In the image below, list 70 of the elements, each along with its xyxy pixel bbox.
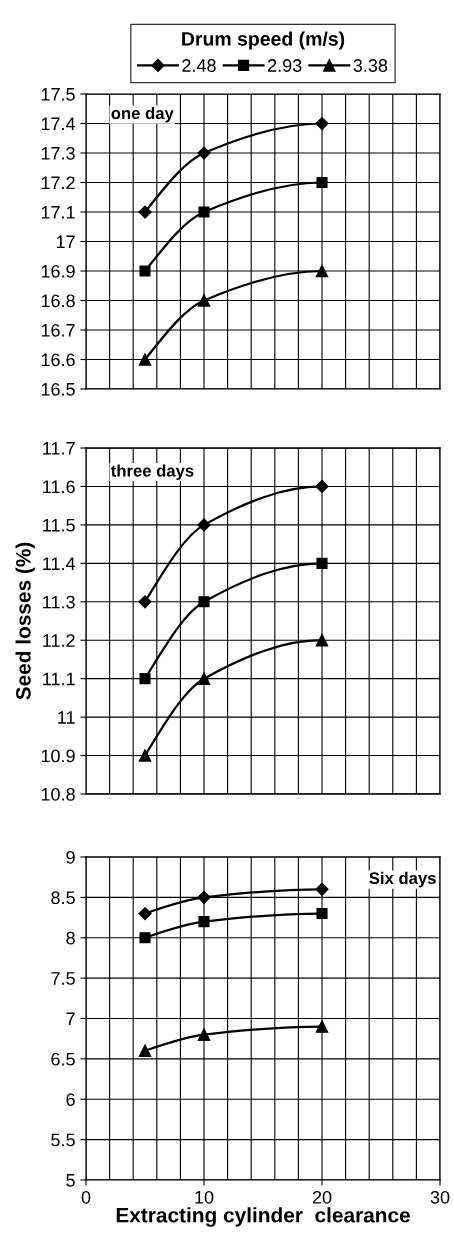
point — [315, 882, 329, 896]
y-tick-label: 10.8 — [41, 787, 75, 801]
y-tick-label: 11.4 — [43, 557, 76, 570]
y-tick-label: 16.5 — [41, 382, 75, 396]
y-axis-title: Seed losses (%) — [15, 542, 35, 700]
y-tick-label: 17.1 — [41, 206, 75, 219]
y-tick-label: 11 — [58, 711, 75, 724]
y-tick-label: 16.6 — [41, 353, 75, 367]
point — [138, 595, 152, 609]
point — [315, 116, 329, 131]
y-tick-label: 11.6 — [43, 480, 75, 494]
point — [138, 1044, 152, 1058]
y-tick-label: 17 — [56, 235, 75, 249]
point — [197, 890, 211, 904]
x-tick-label: 20 — [312, 1190, 332, 1204]
y-tick-label: 9 — [66, 850, 75, 864]
point — [197, 518, 211, 532]
y-tick-label: 17.2 — [41, 176, 75, 190]
y-tick-label: 11.2 — [43, 634, 75, 647]
point — [197, 294, 211, 307]
y-tick-label: 6.5 — [51, 1052, 75, 1066]
point — [316, 907, 328, 920]
point — [315, 264, 329, 278]
annotation: three days — [110, 464, 194, 480]
point — [198, 916, 210, 928]
point — [315, 479, 329, 494]
annotation: Six days — [369, 871, 436, 888]
x-axis-title: Extracting cylinder clearance — [116, 1207, 410, 1227]
point — [138, 906, 152, 921]
y-tick-label: 5 — [66, 1174, 75, 1187]
y-tick-label: 10.9 — [41, 749, 75, 763]
y-tick-label: 11.5 — [43, 519, 75, 532]
point — [138, 205, 152, 219]
y-tick-label: 8 — [66, 931, 75, 945]
point — [139, 932, 151, 944]
y-tick-label: 17.5 — [41, 88, 75, 101]
legend-title: Drum speed (m/s) — [182, 31, 345, 50]
point — [316, 176, 328, 189]
y-tick-label: 7.5 — [51, 972, 75, 985]
legend-label: 2.48 — [182, 59, 216, 72]
point — [139, 673, 151, 685]
y-tick-label: 5.5 — [51, 1133, 75, 1147]
x-tick-label: 30 — [430, 1190, 450, 1204]
point — [197, 672, 211, 685]
point — [138, 749, 152, 762]
point — [198, 596, 210, 608]
y-tick-label: 6 — [66, 1093, 75, 1106]
point — [139, 265, 151, 277]
legend-label: 3.38 — [353, 59, 388, 72]
x-tick-label: 0 — [81, 1190, 91, 1204]
point — [197, 1028, 211, 1041]
y-tick-label: 7 — [66, 1012, 75, 1026]
y-tick-label: 17.4 — [41, 117, 76, 131]
y-tick-label: 16.8 — [41, 294, 75, 308]
x-tick-label: 10 — [195, 1190, 214, 1204]
y-tick-label: 16.9 — [41, 264, 75, 278]
point — [198, 206, 210, 218]
y-tick-label: 11.7 — [43, 442, 75, 455]
y-tick-label: 8.5 — [51, 891, 75, 905]
y-tick-label: 11.1 — [43, 672, 75, 686]
y-tick-label: 16.7 — [41, 323, 75, 337]
point — [316, 557, 328, 569]
legend-label: 2.93 — [268, 59, 302, 72]
point — [197, 146, 211, 160]
annotation: one day — [111, 106, 174, 123]
point — [138, 353, 152, 366]
point — [315, 1020, 329, 1033]
y-tick-label: 11.3 — [43, 595, 75, 609]
y-tick-label: 17.3 — [41, 146, 75, 160]
point — [315, 633, 329, 647]
